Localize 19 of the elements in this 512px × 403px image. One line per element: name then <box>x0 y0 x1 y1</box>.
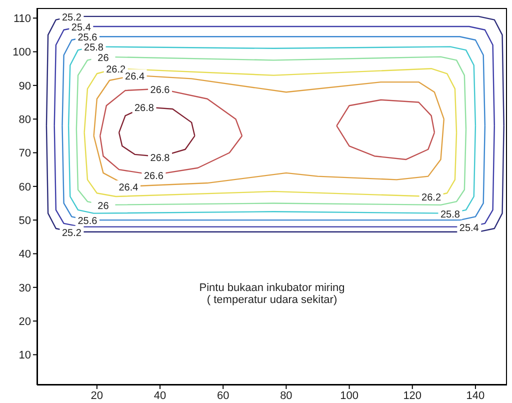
y-tick-label: 10 <box>18 350 31 362</box>
x-tick-label: 60 <box>216 390 230 402</box>
x-tick-label: 40 <box>154 390 166 402</box>
y-tick-label: 110 <box>13 13 31 26</box>
y-tick-label: 80 <box>18 114 31 126</box>
y-tick-label: 40 <box>18 248 31 261</box>
y-tick-label: 50 <box>18 214 31 227</box>
y-tick-label: 20 <box>18 316 31 328</box>
x-tick-label: 140 <box>466 390 485 402</box>
y-tick-label: 70 <box>18 148 31 160</box>
y-tick-label: 90 <box>18 80 31 92</box>
x-tick-label: 20 <box>90 390 104 402</box>
y-tick-label: 60 <box>18 181 31 194</box>
x-tick-label: 100 <box>340 390 358 402</box>
annotation: Pintu bukaan inkubator miring ( temperatur udara sekitar) <box>198 282 346 306</box>
y-tick-label: 30 <box>18 282 31 294</box>
y-tick-label: 100 <box>12 46 31 59</box>
x-tick-label: 120 <box>403 390 422 402</box>
x-tick-label: 80 <box>280 390 292 402</box>
